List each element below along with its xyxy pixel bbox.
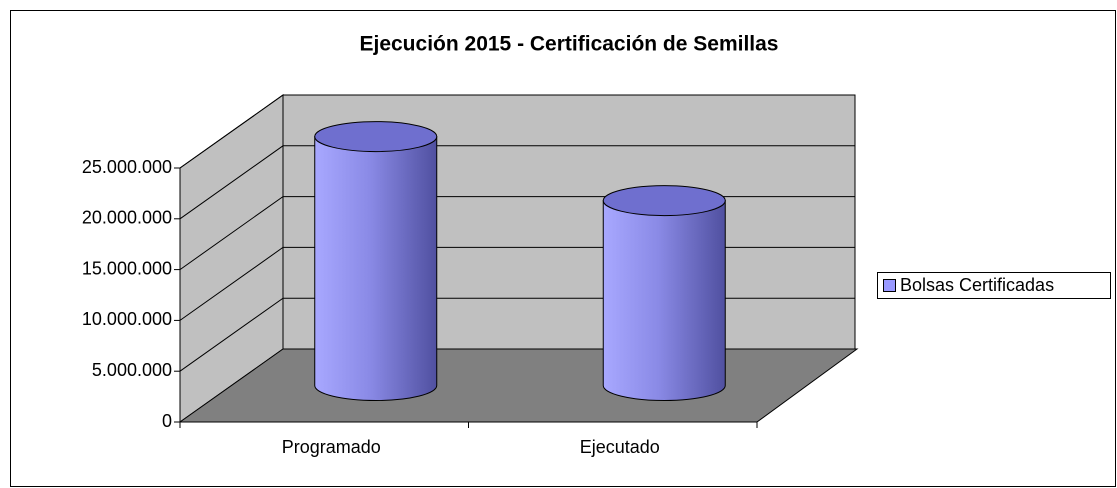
cylinder-top bbox=[602, 185, 726, 217]
x-tick-label: Ejecutado bbox=[580, 437, 660, 457]
y-tick-label: 0 bbox=[162, 411, 172, 431]
cylinder-top bbox=[314, 121, 438, 153]
legend-box bbox=[877, 272, 1111, 299]
cylinder bbox=[314, 136, 438, 401]
chart-title: Ejecución 2015 - Certificación de Semill… bbox=[359, 33, 778, 56]
grid-line bbox=[179, 145, 855, 220]
y-tick-label: 20.000.000 bbox=[82, 208, 172, 228]
cylinder bbox=[602, 200, 726, 401]
legend-swatch bbox=[883, 279, 896, 292]
y-tick-label: 5.000.000 bbox=[92, 360, 172, 380]
grid-line bbox=[179, 94, 855, 169]
y-tick-label: 25.000.000 bbox=[82, 157, 172, 177]
y-tick-label: 15.000.000 bbox=[82, 258, 172, 278]
floor bbox=[178, 348, 859, 423]
y-tick-label: 10.000.000 bbox=[82, 309, 172, 329]
legend-label: Bolsas Certificadas bbox=[900, 275, 1054, 295]
x-tick-label: Programado bbox=[282, 437, 381, 457]
